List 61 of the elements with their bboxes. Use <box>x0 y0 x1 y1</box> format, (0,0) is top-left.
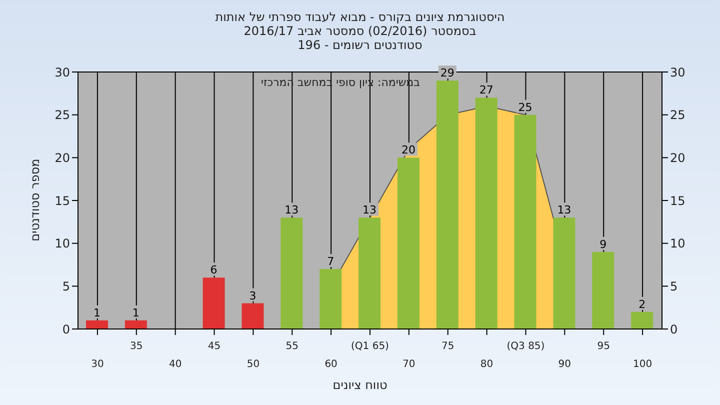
x-tick-label: 70 <box>402 359 416 370</box>
data-label: 3 <box>249 289 256 302</box>
data-label: 6 <box>210 264 218 277</box>
data-label: 13 <box>557 204 572 217</box>
data-label: 1 <box>94 306 100 320</box>
y2-tick-label: 20 <box>670 150 686 165</box>
x-tick-label: (Q1 65) <box>351 341 390 352</box>
bar <box>320 269 342 329</box>
bar <box>592 252 614 329</box>
x-tick-label: 35 <box>130 341 143 352</box>
y2-tick-label: 30 <box>670 65 686 80</box>
y-tick-label: 25 <box>54 108 70 122</box>
x-tick-label: (Q3 85) <box>506 341 545 352</box>
y-tick-label: 5 <box>62 279 70 294</box>
x-tick-label: 90 <box>558 359 572 370</box>
y2-tick-label: 5 <box>670 279 678 294</box>
x-tick-label: 75 <box>442 341 454 352</box>
data-label: 29 <box>440 66 454 80</box>
data-label: 7 <box>327 255 334 268</box>
x-tick-label: 45 <box>208 341 221 352</box>
data-label: 9 <box>600 238 607 251</box>
x-axis-title: טווח ציונים <box>332 378 388 392</box>
x-tick-label: 80 <box>480 359 494 370</box>
x-tick-label: 100 <box>632 359 652 370</box>
data-label: 1 <box>132 306 140 320</box>
data-label: 27 <box>479 84 494 97</box>
bar <box>631 312 654 329</box>
y-tick-label: 10 <box>54 236 70 251</box>
x-tick-label: 50 <box>246 359 260 370</box>
bar <box>86 320 108 329</box>
chart-subtitle: בסמסטר (02/2016) סמסטר אביב 2016/17 סטודנטים רשומים - 196 <box>242 24 478 52</box>
data-label: 13 <box>284 204 299 217</box>
y-tick-label: 15 <box>54 194 70 208</box>
y2-tick-label: 15 <box>670 194 686 208</box>
bar <box>436 80 458 329</box>
y-tick-label: 20 <box>54 150 70 165</box>
bar <box>358 218 381 329</box>
y-tick-label: 30 <box>54 65 70 80</box>
x-tick-label: 60 <box>324 359 338 370</box>
x-tick-label: 40 <box>168 359 182 370</box>
data-label: 2 <box>638 298 646 311</box>
bar <box>397 158 420 329</box>
y2-tick-label: 0 <box>670 322 678 336</box>
chart-title: היסטוגרמת ציונים בקורס - מבוא לעבוד ספרתי של אותות <box>214 10 506 24</box>
data-label: 25 <box>518 100 532 114</box>
bar <box>475 98 498 329</box>
bar <box>202 278 225 329</box>
bar <box>553 218 576 329</box>
bar <box>124 320 147 329</box>
x-tick-label: 95 <box>597 341 610 352</box>
y-tick-label: 0 <box>62 322 70 336</box>
bar <box>242 303 264 329</box>
y-axis-title: מספר סטודנטים <box>28 158 42 242</box>
x-tick-label: 30 <box>91 359 104 370</box>
x-tick-label: 55 <box>286 341 298 352</box>
bar <box>280 218 303 329</box>
data-label: 13 <box>362 204 377 217</box>
bar <box>514 114 536 329</box>
y2-tick-label: 10 <box>670 236 686 251</box>
y2-tick-label: 25 <box>670 108 686 122</box>
data-label: 20 <box>401 144 416 157</box>
